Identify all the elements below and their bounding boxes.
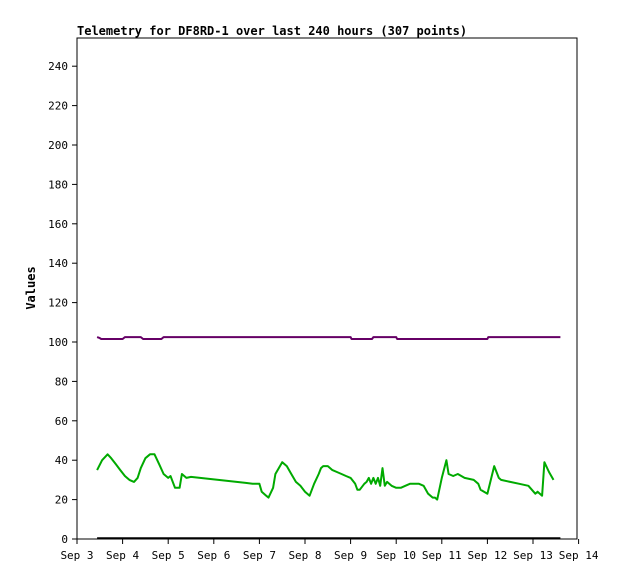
y-tick-label: 200 xyxy=(48,139,68,152)
y-axis-ticks: 0 20 40 60 80 100 120 140 160 180 200 220 240 xyxy=(48,60,77,546)
series-line-2 xyxy=(96,453,555,501)
y-tick-label: 80 xyxy=(55,375,68,388)
x-tick-label: Sep 9 xyxy=(334,549,367,562)
plot-area-frame xyxy=(76,37,578,540)
x-tick-label: Sep 11 xyxy=(422,549,462,562)
chart-title: Telemetry for DF8RD-1 over last 240 hour… xyxy=(77,24,467,38)
y-axis-label: Values xyxy=(24,266,38,309)
x-tick-label: Sep 14 xyxy=(559,549,599,562)
y-tick-label: 160 xyxy=(48,218,68,231)
x-tick-label: Sep 4 xyxy=(106,549,139,562)
y-tick-label: 180 xyxy=(48,178,68,191)
y-tick-label: 100 xyxy=(48,336,68,349)
y-tick-label: 20 xyxy=(55,494,68,507)
series-line-1 xyxy=(96,336,561,340)
x-tick-label: Sep 7 xyxy=(243,549,276,562)
y-tick-label: 120 xyxy=(48,297,68,310)
y-tick-label: 60 xyxy=(55,415,68,428)
series-layer xyxy=(96,336,561,540)
y-tick-label: 240 xyxy=(48,60,68,73)
y-tick-label: 140 xyxy=(48,257,68,270)
x-tick-label: Sep 13 xyxy=(513,549,553,562)
x-tick-label: Sep 10 xyxy=(376,549,416,562)
x-tick-label: Sep 8 xyxy=(288,549,321,562)
x-axis-ticks: Sep 3 Sep 4 Sep 5 Sep 6 Sep 7 Sep 8 Sep 9 Sep 1… xyxy=(60,539,599,562)
x-tick-label: Sep 3 xyxy=(60,549,93,562)
x-tick-label: Sep 6 xyxy=(197,549,230,562)
y-tick-label: 220 xyxy=(48,100,68,113)
x-tick-label: Sep 5 xyxy=(152,549,185,562)
y-tick-label: 0 xyxy=(61,533,68,546)
x-tick-label: Sep 12 xyxy=(468,549,508,562)
y-tick-label: 40 xyxy=(55,454,68,467)
